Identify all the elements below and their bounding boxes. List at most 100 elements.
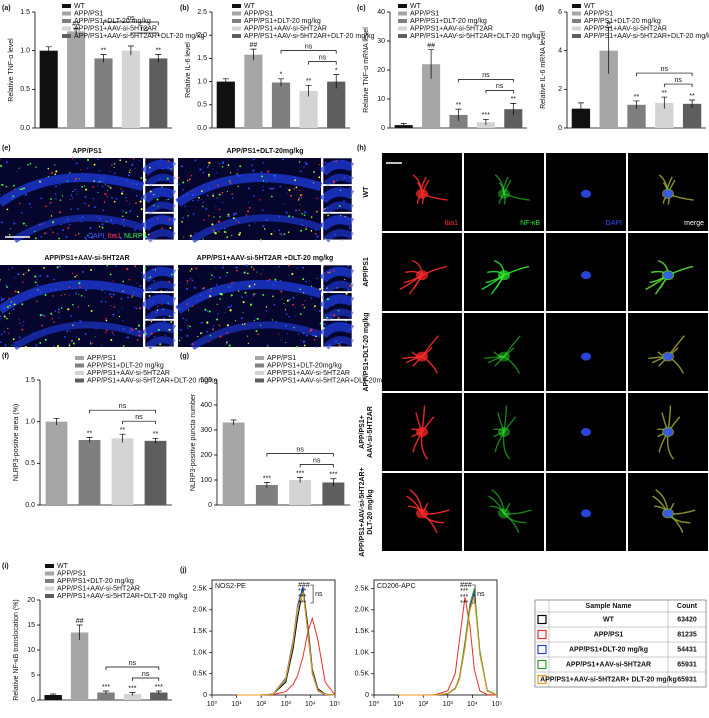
- signal-dot: [134, 265, 137, 268]
- sample-swatch: [537, 659, 547, 670]
- signal-dot: [144, 235, 147, 238]
- signal-dot: [79, 218, 82, 221]
- signal-dot: [191, 190, 193, 193]
- signal-dot: [128, 278, 131, 281]
- signal-dot: [104, 183, 106, 185]
- signal-dot: [33, 332, 35, 334]
- signal-dot: [100, 177, 102, 179]
- significance: **: [101, 47, 107, 54]
- y-tick-label: 10: [377, 96, 385, 103]
- signal-dot: [231, 197, 234, 199]
- signal-dot: [13, 184, 15, 187]
- signal-dot: [121, 215, 124, 218]
- signal-dot: [186, 334, 189, 337]
- signal-dot: [305, 226, 307, 228]
- panel-label: (c): [357, 5, 366, 12]
- signal-dot: [133, 291, 135, 294]
- signal-dot: [51, 221, 55, 224]
- signal-dot: [316, 277, 318, 280]
- bar: [682, 103, 702, 128]
- signal-dot: [58, 311, 60, 313]
- signal-dot: [200, 321, 203, 324]
- signal-dot: [109, 293, 112, 296]
- signal-dot: [106, 265, 109, 267]
- signal-dot: [113, 172, 116, 174]
- signal-dot: [303, 292, 305, 294]
- signal-dot: [90, 236, 94, 239]
- signal-dot: [53, 321, 55, 324]
- signal-dot: [106, 190, 108, 192]
- signal-dot: [129, 328, 132, 330]
- signal-dot: [247, 187, 250, 190]
- signal-dot: [187, 327, 189, 329]
- signal-dot: [287, 274, 290, 276]
- error-bar: [333, 74, 340, 89]
- signal-dot: [194, 159, 197, 162]
- signal-dot: [127, 296, 129, 299]
- signal-dot: [22, 281, 24, 283]
- signal-dot: [256, 271, 258, 273]
- tissue-band: [141, 322, 176, 339]
- legend-swatch: [45, 594, 54, 598]
- signal-dot: [131, 294, 134, 297]
- signal-dot: [0, 193, 1, 196]
- signal-dot: [333, 181, 336, 184]
- signal-dot: [128, 171, 131, 174]
- signal-dot: [8, 233, 11, 236]
- signal-dot: [74, 275, 77, 278]
- error-bar: [577, 102, 584, 115]
- bar: [449, 114, 468, 128]
- nucleus: [581, 509, 592, 518]
- signal-dot: [219, 216, 221, 218]
- signal-dot: [265, 309, 267, 312]
- signal-dot: [216, 197, 218, 199]
- channel-label: NF-κB: [520, 220, 540, 227]
- bar: [504, 109, 523, 128]
- signal-dot: [294, 307, 296, 309]
- signal-dot: [196, 299, 199, 302]
- legend-swatch: [45, 586, 54, 591]
- x-tick-label: 10¹: [394, 701, 405, 708]
- signal-dot: [167, 166, 170, 169]
- signal-dot: [339, 215, 342, 217]
- signal-dot: [304, 161, 307, 164]
- bar: [327, 81, 346, 128]
- signal-dot: [339, 218, 341, 220]
- signal-dot: [205, 232, 207, 235]
- signal-dot: [59, 211, 62, 214]
- significance: #: [607, 20, 611, 27]
- y-axis-label: Relative TNF-α mRNA level: [363, 27, 370, 113]
- signal-dot: [76, 193, 78, 195]
- signal-dot: [161, 167, 164, 170]
- signal-dot: [165, 290, 168, 293]
- bar: [94, 58, 113, 128]
- signal-dot: [157, 195, 159, 198]
- signal-dot: [259, 239, 262, 241]
- signal-dot: [198, 196, 200, 199]
- signal-dot: [134, 229, 136, 231]
- signal-dot: [178, 177, 180, 179]
- chart-title: CD206-APC: [377, 583, 416, 590]
- signal-dot: [80, 169, 82, 171]
- signal-dot: [40, 197, 43, 200]
- significance: ###: [298, 582, 310, 589]
- signal-dot: [247, 342, 249, 344]
- signal-dot: [122, 280, 125, 283]
- legend-swatch: [255, 356, 264, 360]
- y-tick-label: 2.0K: [193, 607, 208, 614]
- signal-dot: [253, 173, 255, 175]
- signal-dot: [239, 232, 242, 234]
- bar: [271, 82, 291, 128]
- signal-dot: [100, 300, 103, 303]
- signal-dot: [301, 213, 303, 215]
- tissue-band: [319, 159, 354, 176]
- cell-body: [416, 508, 429, 519]
- signal-dot: [285, 187, 288, 189]
- signal-dot: [82, 325, 84, 327]
- signal-dot: [131, 163, 134, 166]
- signal-dot: [265, 218, 268, 222]
- signal-dot: [226, 274, 228, 276]
- signal-dot: [135, 194, 138, 197]
- sample-swatch: [537, 614, 547, 625]
- signal-dot: [327, 271, 330, 274]
